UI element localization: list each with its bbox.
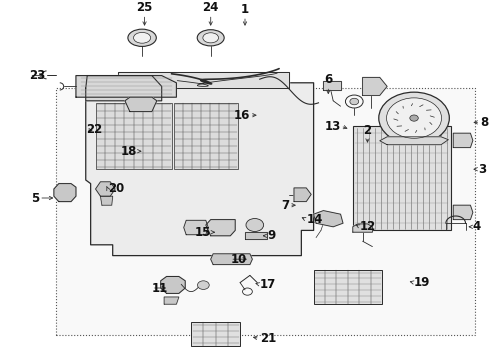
Text: 19: 19 xyxy=(414,276,430,289)
Polygon shape xyxy=(125,97,157,112)
Polygon shape xyxy=(100,196,113,205)
Text: 21: 21 xyxy=(260,332,276,345)
Text: 15: 15 xyxy=(195,226,211,239)
Text: 20: 20 xyxy=(108,183,124,195)
Text: 25: 25 xyxy=(136,1,153,14)
Polygon shape xyxy=(211,254,252,265)
FancyArrowPatch shape xyxy=(430,116,434,117)
FancyArrowPatch shape xyxy=(416,130,417,132)
Text: 10: 10 xyxy=(230,253,246,266)
Polygon shape xyxy=(164,297,179,304)
Bar xyxy=(174,103,238,169)
Polygon shape xyxy=(76,76,176,97)
Polygon shape xyxy=(96,182,115,196)
FancyArrowPatch shape xyxy=(394,119,398,120)
Circle shape xyxy=(350,98,359,105)
Text: 8: 8 xyxy=(480,116,489,129)
Text: 12: 12 xyxy=(360,220,376,233)
Circle shape xyxy=(379,92,449,144)
Polygon shape xyxy=(323,81,341,90)
Text: 22: 22 xyxy=(86,123,102,136)
Text: 1: 1 xyxy=(241,3,249,16)
Text: 9: 9 xyxy=(267,229,275,242)
Polygon shape xyxy=(363,77,387,95)
Text: 5: 5 xyxy=(31,192,39,204)
FancyArrowPatch shape xyxy=(405,130,409,131)
Polygon shape xyxy=(353,224,372,232)
Ellipse shape xyxy=(133,32,150,43)
Bar xyxy=(56,88,475,335)
Bar xyxy=(353,126,451,230)
Text: 7: 7 xyxy=(281,199,289,212)
Text: 6: 6 xyxy=(324,73,332,86)
Polygon shape xyxy=(54,184,76,202)
Circle shape xyxy=(387,98,441,138)
Bar xyxy=(191,322,240,346)
Text: 17: 17 xyxy=(260,278,276,291)
Text: 11: 11 xyxy=(152,282,168,294)
Text: 3: 3 xyxy=(478,163,486,176)
Bar xyxy=(314,270,382,304)
Ellipse shape xyxy=(203,33,219,43)
Bar xyxy=(96,103,172,169)
Polygon shape xyxy=(453,133,473,148)
Polygon shape xyxy=(118,72,289,88)
FancyArrowPatch shape xyxy=(430,122,432,125)
Text: 14: 14 xyxy=(306,213,322,226)
Text: 2: 2 xyxy=(364,124,371,137)
Text: 24: 24 xyxy=(202,1,219,14)
Text: 13: 13 xyxy=(324,120,341,132)
Polygon shape xyxy=(161,276,185,293)
Polygon shape xyxy=(314,211,343,227)
FancyArrowPatch shape xyxy=(419,105,423,107)
Text: 4: 4 xyxy=(473,220,481,233)
Text: 23: 23 xyxy=(29,69,46,82)
FancyArrowPatch shape xyxy=(411,104,413,106)
Polygon shape xyxy=(453,205,473,220)
Polygon shape xyxy=(184,220,208,235)
Polygon shape xyxy=(86,76,162,101)
Polygon shape xyxy=(206,220,235,236)
Polygon shape xyxy=(380,137,448,145)
Text: 18: 18 xyxy=(121,145,137,158)
Ellipse shape xyxy=(197,30,224,46)
Circle shape xyxy=(246,219,264,231)
Polygon shape xyxy=(86,83,314,256)
Polygon shape xyxy=(294,188,311,202)
Circle shape xyxy=(197,281,209,289)
Circle shape xyxy=(410,115,418,121)
Polygon shape xyxy=(245,232,267,239)
Ellipse shape xyxy=(128,29,156,46)
Text: 16: 16 xyxy=(234,109,250,122)
FancyArrowPatch shape xyxy=(396,112,398,114)
